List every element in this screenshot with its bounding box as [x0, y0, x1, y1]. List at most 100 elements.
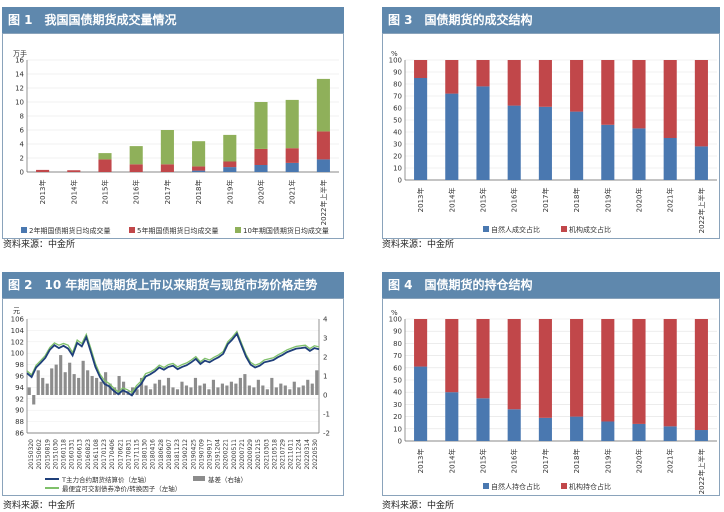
bar-segment-2 — [129, 146, 143, 165]
x-tick-label: 2016年 — [510, 188, 519, 213]
bar-segment-0 — [316, 159, 330, 172]
bar-segment-1 — [538, 60, 552, 107]
bar-segment-0 — [694, 430, 708, 441]
basis-bar — [77, 377, 81, 395]
y-tick-label: 4 — [20, 141, 25, 149]
basis-bar — [166, 377, 171, 395]
x-tick-label: 20220314 — [304, 439, 311, 470]
legend-swatch-2 — [193, 476, 205, 481]
basis-bar — [175, 389, 180, 395]
figure-2-title: 图 2 10 年期国债期货上市以来期货与现货市场价格走势 — [2, 272, 344, 298]
figure-2-frame: 元 86 88 90 92 94 96 98 100 102 104 106 -2 -1 0 1 2 3 4 2015… — [2, 298, 344, 496]
basis-bar — [27, 387, 31, 395]
basis-bar — [50, 368, 54, 395]
legend-swatch-0 — [483, 483, 489, 489]
bar-segment-1 — [192, 166, 206, 171]
y-tick-label: 100 — [389, 57, 402, 65]
x-tick-label: 20160331 — [69, 439, 76, 470]
figure-4-title: 图 4 国债期货的持仓结构 — [382, 272, 720, 298]
basis-bar — [148, 389, 153, 395]
y-tick-label: 10 — [393, 165, 402, 173]
y-tick-label: 70 — [393, 352, 402, 360]
bar-segment-0 — [601, 421, 615, 441]
y-tick-label: 0 — [398, 177, 402, 185]
legend-label-1: 5年期国债期货日均成交量 — [137, 226, 218, 235]
bar-segment-0 — [476, 398, 490, 441]
y-tick-label: 30 — [393, 141, 402, 149]
bar-segment-1 — [663, 60, 677, 138]
basis-bar — [189, 387, 193, 395]
legend-label-1: 机构成交占比 — [569, 225, 611, 234]
x-tick-label: 20200511 — [231, 439, 238, 470]
legend-label-1: 机构持仓占比 — [569, 482, 611, 491]
basis-bar — [238, 377, 242, 395]
basis-bar — [54, 364, 58, 395]
basis-bar — [234, 383, 238, 395]
legend-swatch-1 — [561, 483, 567, 489]
legend-label-0: T主力合约期货结算价（左轴） — [61, 475, 150, 484]
bar-segment-2 — [316, 78, 330, 132]
legend-label-0: 自然人持仓占比 — [491, 482, 540, 491]
y-right-tick-label: 2 — [323, 354, 327, 362]
figure-2-source: 资料来源：中金所 — [3, 501, 76, 511]
x-tick-label: 2019年 — [603, 188, 612, 213]
bar-segment-2 — [98, 153, 112, 160]
x-tick-label: 20211011 — [288, 439, 295, 470]
basis-bar — [171, 387, 175, 395]
bar-segment-1 — [694, 60, 708, 147]
x-tick-label: 2021年 — [666, 449, 675, 474]
basis-bar — [270, 377, 274, 395]
x-tick-label: 2015年 — [479, 188, 488, 213]
bar-segment-1 — [129, 164, 143, 172]
bar-segment-0 — [192, 170, 206, 172]
x-tick-label: 20180628 — [158, 439, 165, 470]
basis-bar — [243, 374, 247, 395]
bar-segment-1 — [507, 319, 521, 410]
x-tick-label: 20191204 — [215, 439, 222, 470]
x-tick-label: 20211224 — [296, 439, 303, 470]
figure-3-source: 资料来源：中金所 — [382, 240, 455, 250]
x-tick-label: 20210729 — [280, 439, 287, 470]
bar-segment-1 — [601, 319, 615, 422]
bar-segment-0 — [663, 426, 677, 441]
y-tick-label: 20 — [393, 153, 402, 161]
bar-segment-0 — [538, 106, 552, 180]
x-tick-label: 2015年 — [479, 449, 488, 474]
basis-bar — [108, 383, 112, 395]
x-tick-label: 2021年 — [288, 180, 297, 205]
x-tick-label: 20201215 — [255, 439, 262, 470]
x-tick-label: 20210303 — [263, 439, 270, 470]
bar-segment-1 — [663, 319, 677, 427]
basis-bar — [180, 381, 184, 395]
bar-segment-0 — [538, 417, 552, 441]
y-tick-label: 50 — [393, 377, 402, 385]
basis-bar — [216, 387, 220, 395]
basis-bar — [63, 372, 67, 395]
bar-segment-2 — [254, 102, 268, 149]
y-right-tick-label: 0 — [323, 392, 327, 400]
bar-segment-1 — [67, 170, 81, 172]
y-tick-label: 50 — [393, 117, 402, 125]
y-tick-label: 30 — [393, 401, 402, 409]
bar-segment-0 — [254, 165, 268, 172]
basis-bar — [41, 377, 45, 395]
legend-label-0: 自然人成交占比 — [491, 225, 540, 234]
basis-bar — [265, 389, 269, 395]
x-tick-label: 2014年 — [69, 180, 78, 205]
basis-bar — [261, 385, 265, 395]
y-axis-unit-label: 万手 — [13, 49, 27, 58]
basis-bar — [193, 377, 198, 395]
x-tick-label: 2019年 — [603, 449, 612, 474]
basis-bar — [279, 383, 283, 395]
basis-bar — [90, 376, 94, 395]
bar-segment-0 — [663, 138, 677, 180]
y-tick-label: 70 — [393, 93, 402, 101]
bar-segment-0 — [507, 105, 521, 180]
x-tick-label: 2016年 — [510, 449, 519, 474]
x-tick-label: 20170621 — [117, 439, 124, 470]
bar-segment-1 — [316, 131, 330, 160]
basis-bar — [274, 387, 278, 395]
figure-2-chart: 元 86 88 90 92 94 96 98 100 102 104 106 -2 -1 0 1 2 3 4 2015… — [11, 307, 330, 493]
basis-bar — [157, 379, 162, 395]
y-left-tick-label: 102 — [11, 338, 24, 346]
